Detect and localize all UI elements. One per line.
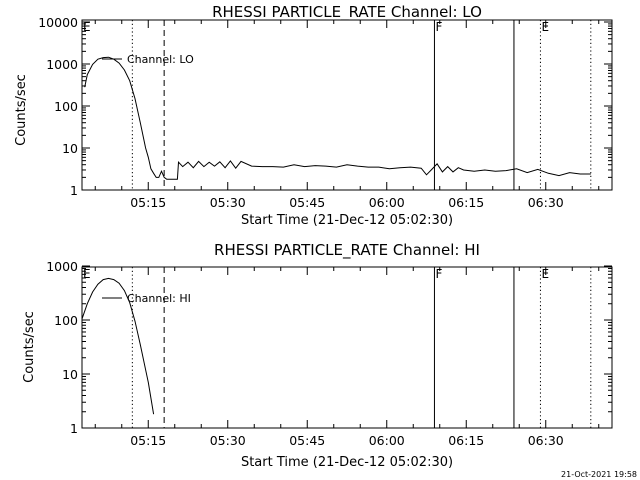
marker-label: E — [83, 20, 91, 34]
y-tick-label: 1 — [70, 421, 78, 436]
marker-label: F — [435, 20, 442, 34]
legend-label: Channel: HI — [127, 292, 191, 305]
x-tick-label: 05:15 — [130, 433, 166, 448]
panel-title: RHESSI PARTICLE_RATE Channel: LO — [212, 3, 482, 22]
y-tick-label: 10 — [62, 141, 78, 156]
series-line — [84, 56, 591, 180]
x-axis-label: Start Time (21-Dec-12 05:02:30) — [241, 455, 453, 470]
marker-label: E — [541, 267, 549, 281]
panel-lo: RHESSI PARTICLE_RATE Channel: LO Counts/… — [14, 3, 613, 228]
legend-label: Channel: LO — [127, 53, 194, 66]
x-tick-label: 05:15 — [130, 195, 166, 210]
x-tick-label: 06:30 — [528, 195, 564, 210]
y-tick-label: 1 — [70, 183, 78, 198]
x-tick-label: 05:30 — [210, 195, 246, 210]
x-tick-label: 05:45 — [289, 433, 325, 448]
series-line — [81, 277, 155, 415]
x-tick-label: 06:00 — [369, 433, 405, 448]
y-tick-label: 100 — [54, 99, 78, 114]
marker-label: E — [541, 20, 549, 34]
x-tick-label: 06:00 — [369, 195, 405, 210]
x-tick-label: 06:30 — [528, 433, 564, 448]
marker-label: F — [435, 267, 442, 281]
y-axis-label: Counts/sec — [14, 74, 29, 146]
x-tick-label: 06:15 — [448, 195, 484, 210]
y-tick-label: 1000 — [46, 57, 78, 72]
y-tick-label: 10000 — [38, 15, 78, 30]
x-tick-label: 06:15 — [448, 433, 484, 448]
y-tick-label: 1000 — [46, 259, 78, 274]
panel-title: RHESSI PARTICLE_RATE Channel: HI — [214, 241, 480, 260]
x-axis-label: Start Time (21-Dec-12 05:02:30) — [241, 213, 453, 228]
marker-label: E — [83, 267, 91, 281]
y-tick-label: 100 — [54, 313, 78, 328]
y-axis-label: Counts/sec — [22, 311, 37, 383]
x-tick-label: 05:30 — [210, 433, 246, 448]
panel-hi: RHESSI PARTICLE_RATE Channel: HI Counts/… — [22, 241, 613, 470]
x-tick-label: 05:45 — [289, 195, 325, 210]
y-tick-label: 10 — [62, 367, 78, 382]
plot-timestamp: 21-Oct-2021 19:58 — [561, 470, 637, 479]
